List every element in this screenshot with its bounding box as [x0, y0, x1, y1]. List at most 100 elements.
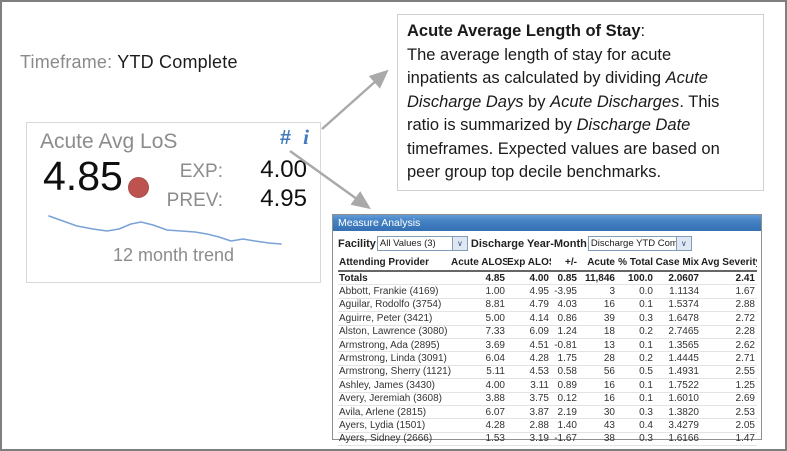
kpi-card-acute-avg-los[interactable]: Acute Avg LoS # i 4.85 EXP: 4.00 PREV: 4…: [26, 122, 321, 283]
value-cell: 0.86: [551, 311, 579, 326]
value-cell: 0.2: [617, 351, 655, 366]
value-cell: 4.03: [551, 298, 579, 313]
value-cell: 0.85: [551, 271, 579, 286]
table-row[interactable]: Armstrong, Ada (2895) 3.69 4.51 -0.81 13 0.1 1…: [338, 338, 757, 353]
arrow-to-definition: [321, 69, 389, 130]
value-cell: 6.04: [451, 351, 507, 366]
value-cell: -0.81: [551, 338, 579, 353]
column-header-exp-alos[interactable]: Exp ALOS: [507, 256, 551, 272]
value-cell: 2.69: [701, 392, 757, 406]
provider-cell: Aguilar, Rodolfo (3754): [338, 298, 451, 313]
chevron-down-icon[interactable]: ∨: [451, 237, 467, 250]
table-row[interactable]: Abbott, Frankie (4169) 1.00 4.95 -3.95 3 0.0 1…: [338, 284, 757, 299]
info-icon[interactable]: i: [303, 125, 309, 149]
definition-term-italic: Acute Discharges: [550, 92, 680, 111]
totals-row[interactable]: Totals 4.85 4.00 0.85 11,846 100.0 2.0607 2.41: [338, 271, 757, 286]
value-cell: 2.7465: [655, 325, 701, 339]
value-cell: 7.33: [451, 325, 507, 339]
value-cell: 1.4445: [655, 351, 701, 366]
window-titlebar[interactable]: Measure Analysis: [333, 215, 761, 231]
value-cell: 2.88: [701, 298, 757, 313]
filter-bar: Facility All Values (3) ∨ Discharge Year…: [333, 231, 761, 254]
chevron-down-icon[interactable]: ∨: [675, 237, 691, 250]
value-cell: 5.11: [451, 365, 507, 380]
value-cell: 1.7522: [655, 378, 701, 393]
definition-text-line: Discharge Days by Acute Discharges. This: [407, 91, 754, 115]
value-cell: 1.25: [701, 378, 757, 393]
table-row[interactable]: Aguilar, Rodolfo (3754) 8.81 4.79 4.03 16 0.1…: [338, 298, 757, 313]
value-cell: 0.1: [617, 378, 655, 393]
value-cell: 5.00: [451, 311, 507, 326]
value-cell: 0.3: [617, 432, 655, 447]
value-cell: 2.72: [701, 311, 757, 326]
value-cell: 0.12: [551, 392, 579, 406]
provider-cell: Armstrong, Ada (2895): [338, 338, 451, 353]
value-cell: 2.28: [701, 325, 757, 339]
timeframe-text: Timeframe: YTD Complete: [20, 52, 238, 73]
value-cell: 3.69: [451, 338, 507, 353]
table-header-row: Attending Provider Acute ALOS Exp ALOS +/- A…: [338, 256, 757, 272]
value-cell: 2.41: [701, 271, 757, 286]
column-header-attending-provider[interactable]: Attending Provider: [338, 256, 451, 272]
value-cell: 4.14: [507, 311, 551, 326]
number-toggle-icon[interactable]: #: [279, 127, 291, 149]
measure-analysis-window: Measure Analysis Facility All Values (3)…: [332, 214, 762, 447]
column-header-acute[interactable]: Acute: [579, 256, 617, 272]
value-cell: 1.24: [551, 325, 579, 339]
column-header-[interactable]: +/-: [551, 256, 579, 272]
value-cell: 0.58: [551, 365, 579, 380]
value-cell: 3.87: [507, 405, 551, 420]
table-row[interactable]: Armstrong, Linda (3091) 6.04 4.28 1.75 28 0.2…: [338, 351, 757, 366]
table-row[interactable]: Alston, Lawrence (3080) 7.33 6.09 1.24 18 0.2…: [338, 325, 757, 339]
value-cell: 6.09: [507, 325, 551, 339]
column-header-case-mix[interactable]: Case Mix: [655, 256, 701, 272]
definition-text: The average length of stay for acute: [407, 45, 672, 64]
definition-body: The average length of stay for acute inpa…: [407, 44, 754, 185]
column-header-acute-alos[interactable]: Acute ALOS: [451, 256, 507, 272]
table-row[interactable]: Avila, Arlene (2815) 6.07 3.87 2.19 30 0.3 1.3…: [338, 405, 757, 420]
value-cell: 4.51: [507, 338, 551, 353]
value-cell: 56: [579, 365, 617, 380]
facility-select[interactable]: All Values (3) ∨: [376, 236, 468, 251]
value-cell: 11,846: [579, 271, 617, 286]
column-header-avg-severity[interactable]: Avg Severity: [701, 256, 757, 272]
value-cell: 1.6166: [655, 432, 701, 447]
value-cell: 0.0: [617, 284, 655, 299]
provider-cell: Ashley, James (3430): [338, 378, 451, 393]
period-select[interactable]: Discharge YTD Complete ∨: [587, 236, 692, 251]
value-cell: 1.4931: [655, 365, 701, 380]
value-cell: 3.4279: [655, 418, 701, 433]
table-row[interactable]: Ashley, James (3430) 4.00 3.11 0.89 16 0.1 1.7…: [338, 378, 757, 393]
exp-value: 4.00: [260, 156, 307, 183]
value-cell: 0.1: [617, 298, 655, 313]
column-header-total[interactable]: % Total: [617, 256, 655, 272]
provider-cell: Abbott, Frankie (4169): [338, 284, 451, 299]
period-select-value: Discharge YTD Complete: [590, 238, 676, 249]
value-cell: 4.53: [507, 365, 551, 380]
value-cell: 1.1134: [655, 284, 701, 299]
definition-text-line: inpatients as calculated by dividing Acu…: [407, 67, 754, 91]
value-cell: 1.53: [451, 432, 507, 447]
table-row[interactable]: Avery, Jeremiah (3608) 3.88 3.75 0.12 16 0.1 1…: [338, 392, 757, 406]
value-cell: 3: [579, 284, 617, 299]
value-cell: 1.5374: [655, 298, 701, 313]
value-cell: 1.67: [701, 284, 757, 299]
value-cell: 43: [579, 418, 617, 433]
prev-label: PREV:: [166, 190, 223, 211]
measure-table: Attending Provider Acute ALOS Exp ALOS +/- A…: [338, 256, 757, 447]
trend-caption: 12 month trend: [112, 245, 235, 265]
value-cell: 0.89: [551, 378, 579, 393]
definition-term-italic: Discharge Date: [576, 116, 691, 134]
definition-text: inpatients as calculated by dividing: [407, 69, 666, 87]
prev-value: 4.95: [260, 185, 307, 212]
table-row[interactable]: Ayers, Sidney (2666) 1.53 3.19 -1.67 38 0.3 1.…: [338, 432, 757, 447]
exp-label: EXP:: [179, 161, 223, 182]
value-cell: 1.40: [551, 418, 579, 433]
value-cell: 4.79: [507, 298, 551, 313]
definition-text: ratio is summarized by: [407, 116, 577, 134]
table-row[interactable]: Ayers, Lydia (1501) 4.28 2.88 1.40 43 0.4 3.42…: [338, 418, 757, 433]
table-row[interactable]: Aguirre, Peter (3421) 5.00 4.14 0.86 39 0.3 1.…: [338, 311, 757, 326]
value-cell: 1.3565: [655, 338, 701, 353]
value-cell: 2.71: [701, 351, 757, 366]
table-row[interactable]: Armstrong, Sherry (1121) 5.11 4.53 0.58 56 0.…: [338, 365, 757, 380]
